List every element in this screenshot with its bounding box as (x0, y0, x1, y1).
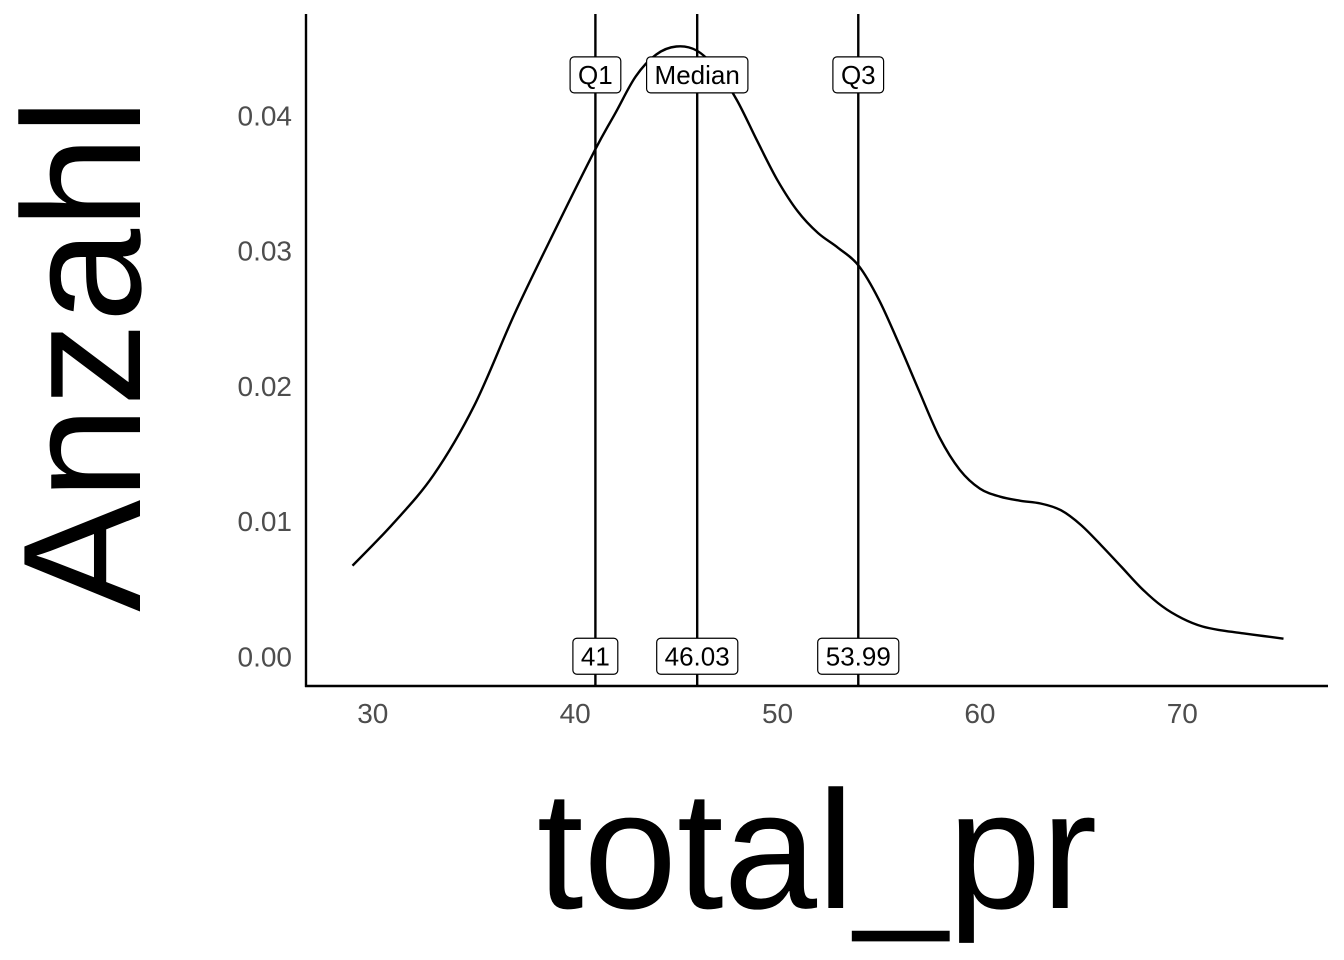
quartile-name-label-text: Q1 (578, 60, 613, 90)
quartile-name-label: Q3 (832, 56, 885, 94)
quartile-name-label-box (645, 56, 749, 94)
quartile-name-label-text: Q3 (841, 60, 876, 90)
x-tick-label: 50 (762, 698, 793, 729)
x-tick-label: 30 (357, 698, 388, 729)
axes-group (304, 14, 1328, 688)
quartile-value-label: 41 (572, 637, 619, 675)
x-ticks-group: 30 40 50 60 70 (357, 698, 1198, 729)
quartile-labels-group: Q1 41 Median 46.03 Q3 53.99 (569, 56, 900, 675)
y-tick-label: 0.01 (238, 506, 293, 537)
x-tick-label: 40 (560, 698, 591, 729)
y-axis-title: Anzahl (0, 98, 176, 612)
quartile-name-label-box (569, 56, 622, 94)
x-tick-label: 70 (1167, 698, 1198, 729)
quartile-value-label-text: 53.99 (826, 641, 891, 671)
quartile-value-label: 53.99 (817, 637, 900, 675)
density-curve (351, 45, 1284, 640)
quartile-value-label-box (656, 637, 739, 675)
density-curve-group (351, 45, 1284, 640)
quartile-name-label-box (832, 56, 885, 94)
y-tick-label: 0.03 (238, 236, 293, 267)
quartile-lines-group (594, 14, 860, 686)
quartile-value-label-text: 41 (581, 641, 610, 671)
x-axis-title: total_pr (537, 756, 1097, 944)
y-ticks-group: 0.00 0.01 0.02 0.03 0.04 (238, 100, 293, 672)
y-tick-label: 0.04 (238, 100, 293, 131)
x-tick-label: 60 (964, 698, 995, 729)
quartile-value-label-box (572, 637, 619, 675)
y-tick-label: 0.02 (238, 371, 293, 402)
quartile-value-label: 46.03 (656, 637, 739, 675)
quartile-name-label: Median (645, 56, 749, 94)
quartile-value-label-box (817, 637, 900, 675)
y-tick-label: 0.00 (238, 641, 293, 672)
quartile-value-label-text: 46.03 (665, 641, 730, 671)
quartile-name-label-text: Median (655, 60, 740, 90)
quartile-name-label: Q1 (569, 56, 622, 94)
